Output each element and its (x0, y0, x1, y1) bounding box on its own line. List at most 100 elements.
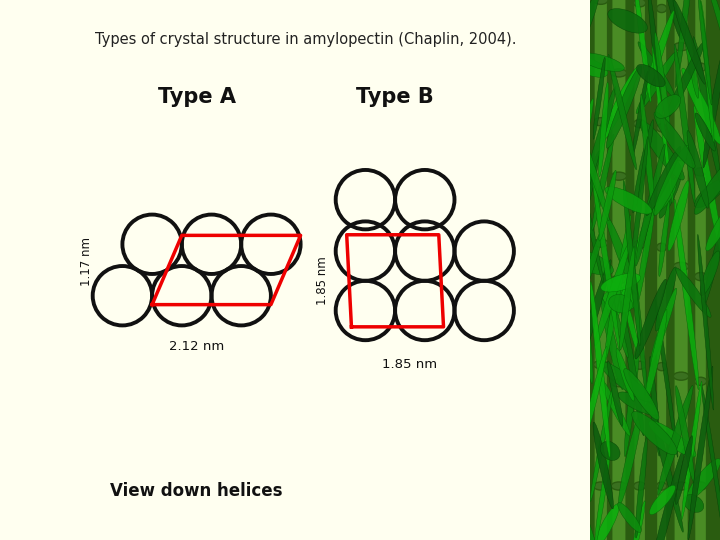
Ellipse shape (576, 0, 599, 49)
Ellipse shape (698, 0, 712, 105)
Ellipse shape (575, 260, 611, 376)
Ellipse shape (673, 43, 689, 51)
Ellipse shape (634, 361, 646, 369)
Text: 1.85 nm: 1.85 nm (316, 256, 330, 305)
Ellipse shape (634, 119, 646, 127)
Ellipse shape (634, 0, 651, 103)
Ellipse shape (701, 383, 720, 540)
Ellipse shape (582, 347, 607, 447)
Ellipse shape (682, 381, 702, 519)
Ellipse shape (648, 0, 662, 102)
Ellipse shape (604, 215, 631, 363)
Ellipse shape (695, 377, 706, 386)
Ellipse shape (659, 173, 681, 218)
Ellipse shape (675, 436, 693, 504)
Ellipse shape (695, 168, 706, 176)
Text: 2.12 nm: 2.12 nm (169, 340, 224, 353)
Ellipse shape (564, 249, 613, 275)
Ellipse shape (593, 118, 608, 126)
Ellipse shape (673, 262, 689, 271)
Ellipse shape (698, 234, 714, 410)
Ellipse shape (688, 366, 713, 540)
Ellipse shape (611, 275, 626, 284)
Ellipse shape (655, 94, 681, 118)
Ellipse shape (634, 240, 646, 248)
Ellipse shape (695, 273, 706, 281)
Ellipse shape (694, 157, 720, 214)
Ellipse shape (577, 496, 600, 540)
Ellipse shape (615, 198, 654, 321)
Ellipse shape (605, 187, 652, 214)
Ellipse shape (608, 9, 647, 33)
Ellipse shape (668, 181, 689, 251)
Ellipse shape (703, 0, 720, 97)
Ellipse shape (646, 146, 681, 215)
Ellipse shape (582, 294, 593, 384)
Ellipse shape (634, 0, 646, 7)
Ellipse shape (633, 120, 654, 213)
Ellipse shape (649, 485, 675, 515)
Ellipse shape (590, 388, 613, 502)
Ellipse shape (657, 386, 693, 495)
Ellipse shape (595, 244, 629, 346)
Ellipse shape (577, 122, 609, 220)
Ellipse shape (694, 106, 720, 259)
Text: 1.85 nm: 1.85 nm (382, 358, 438, 371)
Ellipse shape (575, 158, 603, 284)
Ellipse shape (606, 66, 642, 148)
Ellipse shape (579, 53, 624, 71)
Ellipse shape (593, 0, 608, 4)
Ellipse shape (654, 112, 695, 168)
Ellipse shape (703, 190, 720, 308)
Ellipse shape (706, 204, 720, 251)
FancyBboxPatch shape (695, 0, 706, 540)
Ellipse shape (649, 421, 696, 457)
Text: View down helices: View down helices (110, 482, 283, 501)
Ellipse shape (595, 447, 611, 540)
Ellipse shape (673, 372, 689, 380)
Ellipse shape (600, 362, 651, 402)
Ellipse shape (634, 482, 646, 490)
Ellipse shape (665, 42, 704, 120)
Ellipse shape (602, 287, 639, 312)
Ellipse shape (650, 288, 677, 364)
Ellipse shape (590, 282, 610, 458)
Ellipse shape (694, 179, 720, 208)
Text: Type A: Type A (158, 87, 235, 107)
Ellipse shape (600, 273, 641, 292)
FancyBboxPatch shape (674, 0, 688, 540)
Ellipse shape (628, 225, 648, 402)
Ellipse shape (576, 99, 593, 168)
Ellipse shape (636, 64, 665, 87)
Ellipse shape (593, 57, 606, 139)
Ellipse shape (647, 447, 685, 540)
Ellipse shape (696, 113, 716, 151)
Ellipse shape (608, 55, 636, 170)
Ellipse shape (632, 71, 648, 155)
Ellipse shape (593, 482, 608, 490)
Ellipse shape (624, 180, 640, 346)
Ellipse shape (641, 94, 655, 216)
Ellipse shape (580, 86, 616, 208)
Ellipse shape (659, 201, 670, 276)
Ellipse shape (657, 482, 667, 490)
FancyBboxPatch shape (657, 0, 667, 540)
Ellipse shape (592, 173, 620, 351)
Ellipse shape (642, 11, 674, 101)
Ellipse shape (593, 361, 608, 369)
Ellipse shape (598, 82, 608, 177)
Text: 1.17 nm: 1.17 nm (80, 237, 94, 286)
Ellipse shape (657, 243, 667, 251)
Text: Types of crystal structure in amylopectin (Chaplin, 2004).: Types of crystal structure in amylopecti… (95, 32, 517, 48)
Ellipse shape (600, 66, 639, 143)
Ellipse shape (571, 56, 608, 77)
Ellipse shape (657, 362, 667, 370)
Ellipse shape (675, 0, 698, 87)
Ellipse shape (636, 51, 677, 113)
Ellipse shape (618, 392, 658, 415)
Ellipse shape (701, 1, 714, 143)
Ellipse shape (674, 199, 699, 389)
Ellipse shape (673, 0, 706, 84)
Ellipse shape (683, 495, 703, 512)
Ellipse shape (654, 32, 670, 133)
